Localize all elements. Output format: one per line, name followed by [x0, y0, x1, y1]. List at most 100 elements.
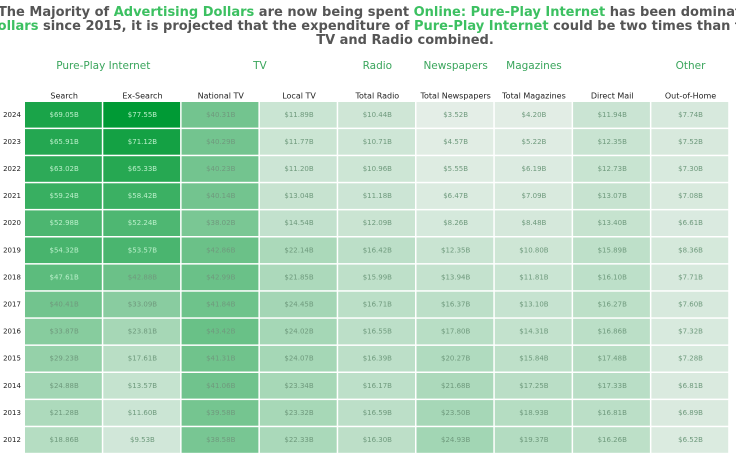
- cell-label: $40.29B: [206, 138, 235, 146]
- heat-cell: [494, 373, 572, 399]
- row-label: 2021: [3, 192, 21, 200]
- heat-cell: [416, 373, 494, 399]
- heat-cell: [103, 264, 181, 291]
- cell-label: $16.10B: [598, 273, 627, 281]
- cell-label: $41.84B: [206, 301, 235, 309]
- group-header: TV: [252, 60, 267, 72]
- cell-label: $7.28B: [678, 355, 703, 363]
- heat-cell: [338, 264, 415, 291]
- cell-label: $16.17B: [363, 382, 392, 390]
- row-label: 2017: [3, 301, 21, 309]
- heat-cell: [25, 102, 102, 128]
- heat-cell: [25, 264, 102, 291]
- cell-label: $54.32B: [50, 246, 79, 254]
- cell-label: $41.31B: [206, 355, 235, 363]
- chart-title: TV and Radio combined.: [316, 33, 494, 48]
- cell-label: $6.81B: [678, 382, 703, 390]
- heat-cell: [651, 129, 729, 155]
- cell-label: $11.94B: [598, 111, 627, 119]
- cell-label: $14.54B: [284, 219, 313, 227]
- heat-cell: [416, 264, 494, 291]
- row-label: 2019: [3, 246, 21, 254]
- column-header: Total Newspapers: [420, 92, 491, 101]
- heat-cell: [416, 183, 494, 209]
- row-label: 2016: [3, 328, 21, 336]
- cell-label: $13.07B: [598, 192, 627, 200]
- heat-cell: [416, 318, 494, 345]
- heat-cell: [25, 129, 102, 155]
- cell-label: $16.39B: [363, 355, 392, 363]
- cell-label: $10.80B: [519, 246, 548, 254]
- row-label: 2015: [3, 355, 21, 363]
- title-segment: are now being spent: [254, 5, 413, 20]
- cell-label: $6.52B: [678, 436, 703, 444]
- heat-cell: [494, 156, 572, 182]
- title-segment: The Majority of: [0, 5, 114, 20]
- heat-cell: [181, 373, 259, 399]
- title-segment: Advertising Dollars: [114, 5, 255, 20]
- heat-cell: [573, 237, 650, 264]
- cell-label: $5.22B: [522, 138, 547, 146]
- cell-label: $16.30B: [363, 436, 392, 444]
- cell-label: $19.37B: [519, 436, 548, 444]
- cell-label: $15.84B: [519, 355, 548, 363]
- heat-cell: [651, 264, 729, 291]
- heat-cell: [181, 264, 259, 291]
- heat-cell: [103, 156, 181, 182]
- heat-cell: [651, 291, 729, 318]
- cell-label: $17.80B: [441, 328, 470, 336]
- heat-cell: [416, 156, 494, 182]
- cell-label: $42.86B: [206, 246, 235, 254]
- heat-cell: [259, 400, 337, 426]
- group-header: Newspapers: [423, 60, 487, 72]
- cell-label: $24.07B: [284, 355, 313, 363]
- heat-cell: [573, 183, 650, 209]
- heat-cell: [338, 291, 415, 318]
- cell-label: $16.37B: [441, 301, 470, 309]
- cell-label: $12.09B: [363, 219, 392, 227]
- heat-cell: [416, 102, 494, 128]
- heat-cell: [416, 237, 494, 264]
- heat-cell: [338, 427, 415, 453]
- heat-cell: [259, 129, 337, 155]
- cell-label: $4.20B: [522, 111, 547, 119]
- heat-cell: [338, 129, 415, 155]
- heat-cell: [494, 264, 572, 291]
- cell-label: $13.57B: [128, 382, 157, 390]
- cell-label: $52.98B: [50, 219, 79, 227]
- column-header: Total Radio: [354, 92, 399, 101]
- cell-label: $10.71B: [363, 138, 392, 146]
- cell-label: $24.88B: [50, 382, 79, 390]
- title-segment: has been dominated the: [605, 5, 736, 20]
- row-label: 2014: [3, 382, 21, 390]
- heat-cell: [573, 102, 650, 128]
- cell-label: $18.93B: [519, 409, 548, 417]
- heat-cell: [25, 237, 102, 264]
- row-label: 2013: [3, 409, 21, 417]
- cell-label: $17.33B: [598, 382, 627, 390]
- heat-cell: [181, 427, 259, 453]
- heat-cell: [494, 102, 572, 128]
- cell-label: $63.02B: [50, 165, 79, 173]
- heat-cell: [181, 345, 259, 372]
- heat-cell: [651, 102, 729, 128]
- heat-cell: [25, 345, 102, 372]
- heat-cell: [259, 156, 337, 182]
- heat-cell: [338, 102, 415, 128]
- heat-cell: [573, 156, 650, 182]
- cell-label: $6.89B: [678, 409, 703, 417]
- cell-label: $71.12B: [128, 138, 157, 146]
- heat-cell: [25, 183, 102, 209]
- heat-cell: [651, 373, 729, 399]
- heat-cell: [259, 291, 337, 318]
- cell-label: $16.59B: [363, 409, 392, 417]
- heat-cell: [494, 237, 572, 264]
- title-segment: Dollars: [0, 19, 39, 34]
- cell-label: $22.14B: [284, 246, 313, 254]
- cell-label: $13.94B: [441, 273, 470, 281]
- heat-cell: [259, 264, 337, 291]
- chart-title: Dollars since 2015, it is projected that…: [0, 19, 736, 34]
- cell-label: $21.85B: [284, 273, 313, 281]
- heat-cell: [181, 291, 259, 318]
